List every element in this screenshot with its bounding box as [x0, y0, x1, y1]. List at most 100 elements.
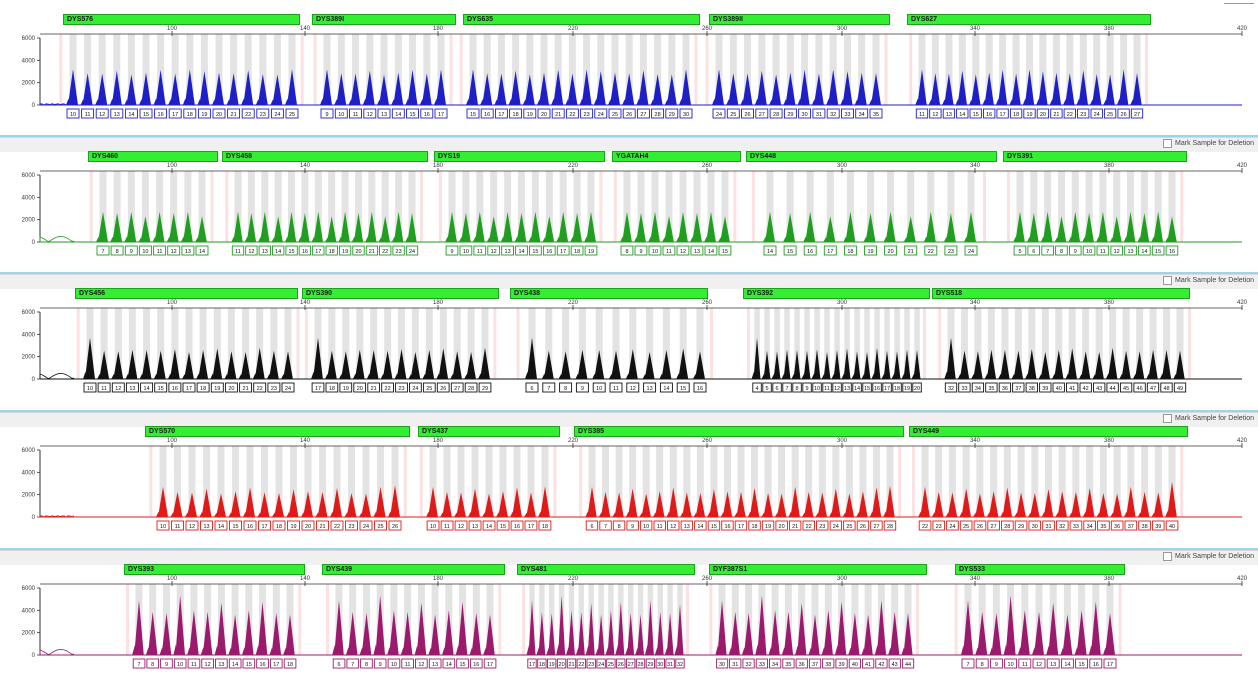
allele-label-box[interactable] [609, 382, 623, 393]
allele-label-box[interactable] [420, 108, 434, 119]
allele-label-box[interactable] [651, 108, 665, 119]
allele-label-box[interactable] [523, 108, 537, 119]
allele-label-box[interactable] [655, 658, 665, 669]
allele-label-box[interactable] [542, 382, 556, 393]
allele-label-box[interactable] [835, 658, 848, 669]
checkbox-icon[interactable] [1163, 139, 1173, 148]
allele-label-box[interactable] [201, 658, 214, 669]
allele-label-box[interactable] [185, 520, 199, 531]
allele-label-box[interactable] [542, 245, 556, 256]
locus-bar-dys533[interactable]: DYS533 [955, 564, 1125, 575]
allele-label-box[interactable] [622, 108, 636, 119]
allele-label-box[interactable] [482, 520, 496, 531]
allele-label-box[interactable] [551, 108, 565, 119]
allele-label-box[interactable] [626, 382, 640, 393]
allele-label-box[interactable] [616, 658, 626, 669]
allele-label-box[interactable] [802, 520, 815, 531]
allele-label-box[interactable] [1066, 382, 1079, 393]
allele-label-box[interactable] [154, 108, 168, 119]
allele-label-box[interactable] [918, 520, 932, 531]
allele-label-box[interactable] [487, 245, 501, 256]
allele-label-box[interactable] [195, 245, 209, 256]
allele-label-box[interactable] [527, 658, 537, 669]
allele-label-box[interactable] [712, 108, 726, 119]
allele-label-box[interactable] [459, 245, 473, 256]
allele-label-box[interactable] [409, 382, 422, 393]
allele-label-box[interactable] [973, 520, 987, 531]
allele-label-box[interactable] [483, 658, 497, 669]
allele-label-box[interactable] [110, 108, 124, 119]
allele-label-box[interactable] [422, 382, 436, 393]
allele-label-box[interactable] [612, 520, 626, 531]
allele-label-box[interactable] [755, 108, 769, 119]
allele-label-box[interactable] [763, 245, 777, 256]
allele-label-box[interactable] [556, 658, 567, 669]
allele-label-box[interactable] [924, 245, 938, 256]
allele-label-box[interactable] [707, 520, 721, 531]
allele-label-box[interactable] [816, 520, 829, 531]
locus-bar-dys391[interactable]: DYS391 [1003, 151, 1187, 162]
allele-label-box[interactable] [353, 382, 367, 393]
allele-label-box[interactable] [620, 245, 634, 256]
allele-label-box[interactable] [388, 520, 402, 531]
allele-label-box[interactable] [436, 382, 450, 393]
mark-sample-checkbox[interactable]: Mark Sample for Deletion [1163, 552, 1254, 561]
allele-label-box[interactable] [146, 658, 160, 669]
allele-label-box[interactable] [434, 108, 448, 119]
allele-label-box[interactable] [210, 382, 224, 393]
allele-label-box[interactable] [626, 520, 639, 531]
allele-label-box[interactable] [959, 520, 973, 531]
allele-label-box[interactable] [1165, 245, 1179, 256]
allele-label-box[interactable] [547, 658, 557, 669]
allele-label-box[interactable] [1110, 520, 1124, 531]
allele-label-box[interactable] [442, 658, 456, 669]
allele-label-box[interactable] [229, 520, 242, 531]
allele-label-box[interactable] [862, 658, 875, 669]
allele-label-box[interactable] [345, 520, 358, 531]
locus-bar-dys439[interactable]: DYS439 [322, 564, 505, 575]
allele-label-box[interactable] [956, 108, 969, 119]
allele-label-box[interactable] [1042, 520, 1055, 531]
allele-label-box[interactable] [901, 658, 915, 669]
allele-label-box[interactable] [272, 245, 285, 256]
allele-label-box[interactable] [888, 658, 901, 669]
allele-label-box[interactable] [456, 658, 469, 669]
allele-label-box[interactable] [1014, 520, 1028, 531]
allele-label-box[interactable] [454, 520, 468, 531]
allele-label-box[interactable] [755, 658, 768, 669]
mark-sample-checkbox[interactable]: Mark Sample for Deletion [1163, 139, 1254, 148]
allele-label-box[interactable] [883, 520, 897, 531]
allele-label-box[interactable] [606, 658, 616, 669]
locus-bar-dys19[interactable]: DYS19 [434, 151, 605, 162]
allele-label-box[interactable] [769, 658, 782, 669]
allele-label-box[interactable] [272, 520, 286, 531]
allele-label-box[interactable] [852, 382, 862, 393]
allele-label-box[interactable] [870, 520, 883, 531]
allele-label-box[interactable] [1133, 382, 1146, 393]
allele-label-box[interactable] [473, 245, 487, 256]
allele-label-box[interactable] [334, 108, 348, 119]
allele-label-box[interactable] [843, 245, 857, 256]
locus-bar-dys392[interactable]: DYS392 [743, 288, 930, 299]
allele-label-box[interactable] [245, 245, 258, 256]
allele-label-box[interactable] [944, 382, 958, 393]
allele-label-box[interactable] [645, 658, 656, 669]
allele-label-box[interactable] [406, 108, 419, 119]
locus-bar-dys390[interactable]: DYS390 [302, 288, 499, 299]
allele-label-box[interactable] [167, 245, 181, 256]
locus-bar-dys385[interactable]: DYS385 [574, 426, 904, 437]
allele-label-box[interactable] [626, 658, 636, 669]
locus-bar-dys389i[interactable]: DYS389I [312, 14, 456, 25]
allele-label-box[interactable] [864, 245, 877, 256]
allele-label-box[interactable] [132, 658, 146, 669]
allele-label-box[interactable] [1025, 382, 1038, 393]
allele-label-box[interactable] [253, 382, 267, 393]
allele-label-box[interactable] [1119, 382, 1133, 393]
allele-label-box[interactable] [1146, 382, 1160, 393]
allele-label-box[interactable] [875, 658, 888, 669]
allele-label-box[interactable] [822, 658, 835, 669]
allele-label-box[interactable] [872, 382, 882, 393]
allele-label-box[interactable] [680, 520, 694, 531]
allele-label-box[interactable] [478, 382, 492, 393]
allele-label-box[interactable] [1165, 520, 1179, 531]
